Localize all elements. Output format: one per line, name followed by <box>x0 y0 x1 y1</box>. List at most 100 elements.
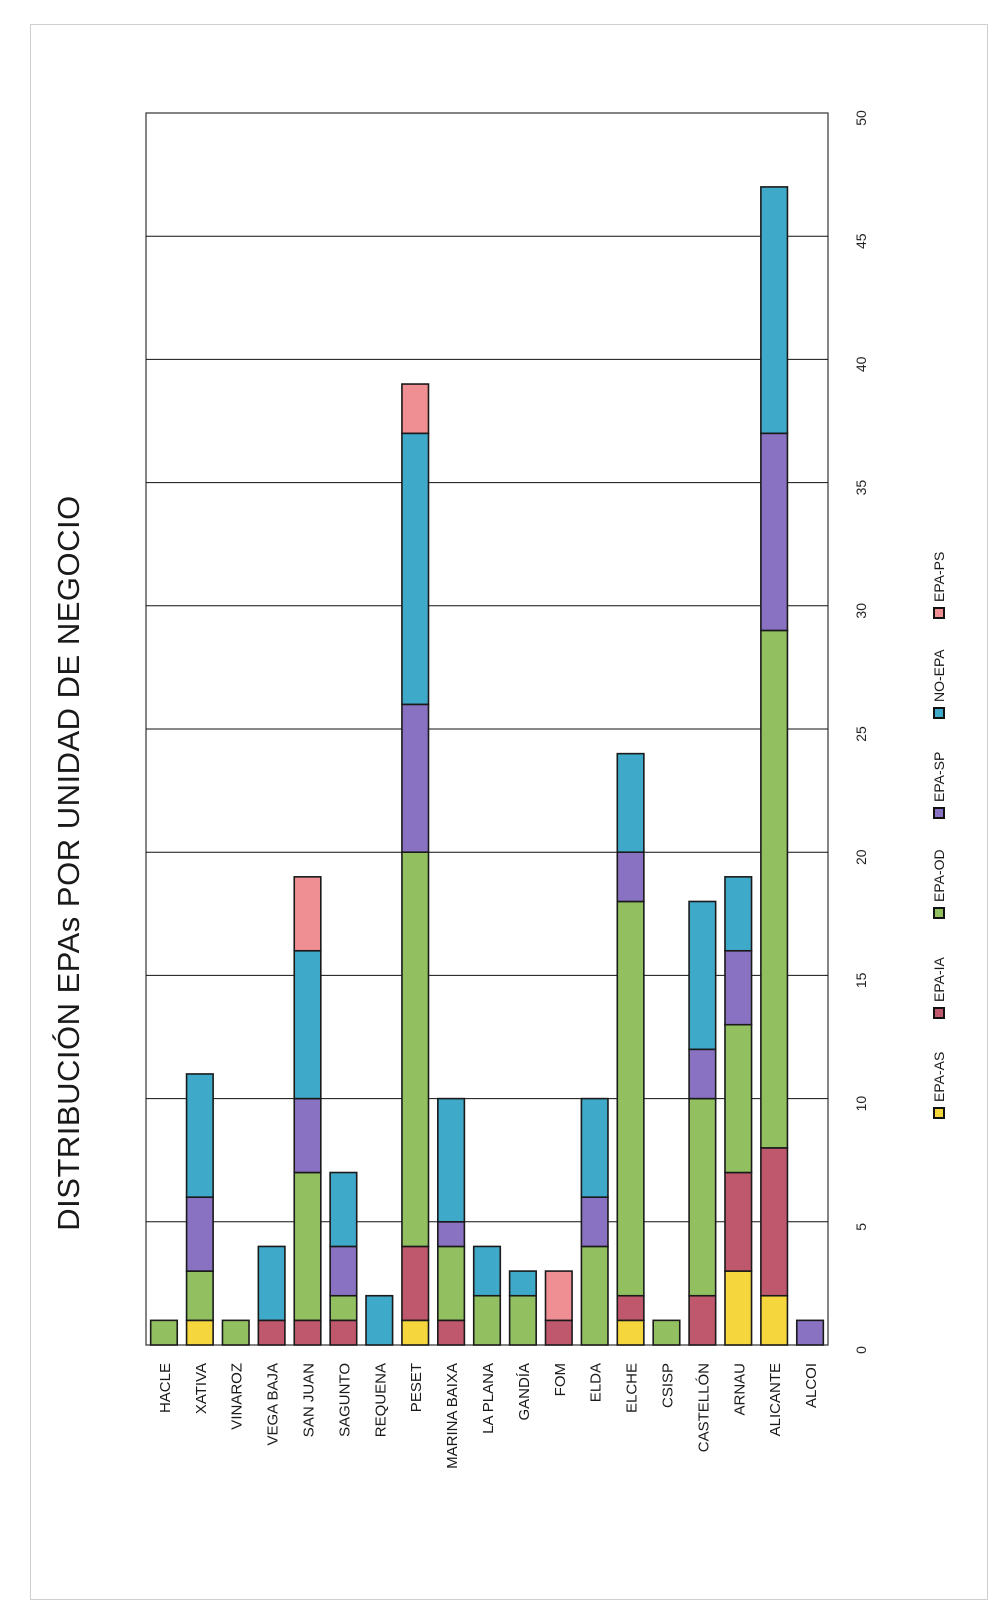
axis-tick-label: 50 <box>853 110 869 126</box>
bar-segment <box>437 1221 466 1248</box>
legend-label: EPA-SP <box>931 752 947 802</box>
bar-segment <box>760 432 789 632</box>
page-frame <box>30 24 988 1600</box>
bar-segment <box>472 1245 502 1297</box>
axis-tick-label: 30 <box>853 603 869 619</box>
category-label: ALICANTE <box>767 1363 784 1436</box>
legend-label: EPA-OD <box>931 849 947 902</box>
axis-tick-label: 25 <box>853 726 869 742</box>
bar-segment <box>760 1147 789 1297</box>
bar-segment <box>293 1319 322 1346</box>
bar-segment <box>616 851 645 903</box>
bar-segment <box>437 1319 466 1346</box>
bar-segment <box>401 432 430 706</box>
category-label: VEGA BAJA <box>265 1363 282 1446</box>
bar-segment <box>508 1294 537 1346</box>
bar-segment <box>401 851 430 1248</box>
legend-item: EPA-OD <box>931 849 947 919</box>
axis-tick-label: 10 <box>853 1096 869 1112</box>
axis-tick-label: 15 <box>853 972 869 988</box>
category-label: MARINA BAIXA <box>444 1363 461 1469</box>
legend-swatch <box>933 807 945 819</box>
axis-tick-label: 35 <box>853 480 869 496</box>
bar-segment <box>329 1294 358 1322</box>
legend-label: EPA-IA <box>931 956 947 1002</box>
legend-item: EPA-IA <box>931 956 947 1019</box>
bar-segment <box>401 1245 430 1322</box>
bar-segment <box>437 1097 466 1223</box>
category-label: REQUENA <box>372 1363 389 1437</box>
legend-label: EPA-PS <box>931 552 947 602</box>
bar-segment <box>329 1319 358 1346</box>
legend-item: EPA-AS <box>931 1052 947 1119</box>
bar-segment <box>437 1245 466 1322</box>
bar-segment <box>544 1319 573 1346</box>
bar-segment <box>257 1245 286 1322</box>
category-label: PESET <box>408 1363 425 1412</box>
legend-item: NO-EPA <box>931 649 947 719</box>
legend-label: EPA-AS <box>931 1052 947 1102</box>
bar-segment <box>795 1319 825 1346</box>
bar-segment <box>401 703 430 853</box>
bar-segment <box>724 949 753 1026</box>
bar-segment <box>329 1245 358 1297</box>
legend-swatch <box>933 907 945 919</box>
category-label: XATIVA <box>193 1363 210 1414</box>
bar-segment <box>688 900 717 1051</box>
bar-segment <box>760 629 789 1149</box>
legend-swatch <box>933 707 945 719</box>
bar-segment <box>544 1270 573 1322</box>
bar-segment <box>149 1319 179 1346</box>
bar-segment <box>508 1270 537 1297</box>
category-label: ELDA <box>588 1363 605 1402</box>
category-label: SAGUNTO <box>336 1363 353 1437</box>
bar-segment <box>760 1294 789 1346</box>
bar-segment <box>580 1097 609 1198</box>
bar-segment <box>329 1171 358 1248</box>
bar-segment <box>293 949 322 1100</box>
category-label: ARNAU <box>731 1363 748 1416</box>
category-label: ALCOI <box>803 1363 820 1408</box>
bar-segment <box>472 1294 502 1346</box>
legend: EPA-AS EPA-IA EPA-OD EPA-SP NO-EPA EPA-PS <box>931 552 947 1119</box>
bar-segment <box>185 1196 214 1272</box>
category-label: LA PLANA <box>480 1363 497 1434</box>
axis-tick-label: 20 <box>853 849 869 865</box>
bar-segment <box>652 1319 681 1346</box>
bar-segment <box>616 752 645 854</box>
bar-segment <box>616 1319 645 1346</box>
legend-swatch <box>933 1007 945 1019</box>
bar-segment <box>401 1319 430 1346</box>
bar-segment <box>688 1048 717 1100</box>
bar-segment <box>293 1171 322 1322</box>
bar-segment <box>185 1270 214 1322</box>
bar-segment <box>724 1270 753 1346</box>
bar-segment <box>688 1294 717 1346</box>
bar-segment <box>724 1171 753 1272</box>
bar-segment <box>293 1097 322 1174</box>
category-label: HACLE <box>157 1363 174 1413</box>
bar-segment <box>185 1319 214 1346</box>
bar-segment <box>185 1073 214 1198</box>
category-label: FOM <box>552 1363 569 1396</box>
bar-segment <box>365 1294 394 1346</box>
bar-segment <box>401 383 430 435</box>
category-label: ELCHE <box>624 1363 641 1413</box>
legend-item: EPA-SP <box>931 752 947 819</box>
bar-segment <box>580 1245 609 1346</box>
axis-tick-label: 40 <box>853 356 869 372</box>
category-label: CASTELLÓN <box>695 1363 712 1452</box>
chart-title: DISTRIBUCIÓN EPAs POR UNIDAD DE NEGOCIO <box>51 495 86 1230</box>
bar-segment <box>760 186 789 435</box>
legend-label: NO-EPA <box>931 649 947 702</box>
axis-tick-label: 0 <box>853 1346 869 1354</box>
axis-tick-label: 45 <box>853 233 869 249</box>
bar-segment <box>221 1319 250 1346</box>
bar-segment <box>616 1294 645 1322</box>
bar-segment <box>580 1196 609 1248</box>
bar-segment <box>616 900 645 1297</box>
legend-swatch <box>933 607 945 619</box>
bar-segment <box>724 876 753 952</box>
bar-segment <box>293 876 322 952</box>
